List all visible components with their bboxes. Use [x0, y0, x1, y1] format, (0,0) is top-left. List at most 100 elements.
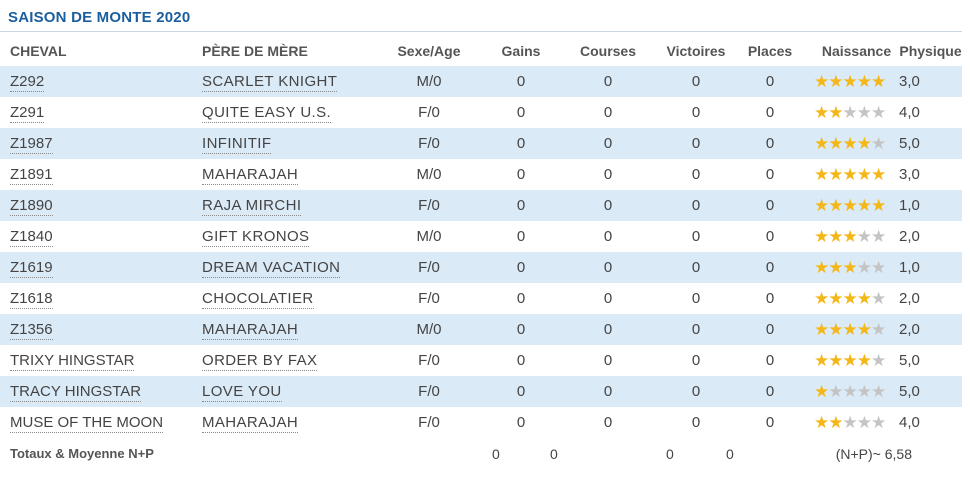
star-icon: ★	[842, 71, 858, 91]
cell-victoires: 0	[691, 228, 701, 245]
header-places[interactable]: Places	[747, 42, 793, 59]
header-gains[interactable]: Gains	[501, 42, 541, 59]
cell-cheval-link[interactable]: Z1618	[10, 290, 53, 309]
cell-pere-de-mere: CHOCOLATIER	[198, 283, 366, 314]
cell-pere-de-mere-link[interactable]: DREAM VACATION	[202, 259, 341, 278]
cell-pere-de-mere-link[interactable]: INFINITIF	[202, 135, 272, 154]
star-icon: ★	[814, 412, 829, 432]
header-victoires[interactable]: Victoires	[666, 42, 726, 59]
cell-places: 0	[726, 252, 814, 283]
table-row: Z1891 MAHARAJAH M/0 0 0 0 0 ★★★★★ 3,0	[0, 159, 962, 190]
cell-victoires: 0	[691, 290, 701, 307]
cell-places: 0	[765, 104, 775, 121]
cell-physique: 1,0	[899, 252, 962, 283]
cell-cheval: Z1619	[0, 252, 198, 283]
star-icon: ★	[871, 381, 886, 401]
cell-cheval-link[interactable]: Z1890	[10, 197, 53, 216]
cell-courses: 0	[550, 376, 666, 407]
header-naissance[interactable]: Naissance	[821, 42, 892, 59]
cell-sexe-age: F/0	[418, 352, 440, 369]
totals-places: 0	[726, 445, 734, 462]
cell-pere-de-mere-link[interactable]: MAHARAJAH	[202, 321, 299, 340]
star-icon: ★	[828, 164, 843, 184]
cell-places: 0	[765, 166, 775, 183]
star-icon: ★	[856, 71, 872, 91]
header-sexe-age[interactable]: Sexe/Age	[397, 42, 461, 59]
cell-pere-de-mere: RAJA MIRCHI	[198, 190, 366, 221]
cell-pere-de-mere-link[interactable]: MAHARAJAH	[202, 414, 299, 433]
star-icon: ★	[842, 195, 858, 215]
cell-cheval-link[interactable]: Z291	[10, 104, 45, 123]
cell-gains: 0	[516, 290, 526, 307]
table-body: Z292 SCARLET KNIGHT M/0 0 0 0 0 ★★★★★ 3,0 Z291 QUI…	[0, 66, 962, 438]
cell-physique: 3,0	[899, 166, 920, 183]
cell-pere-de-mere-link[interactable]: LOVE YOU	[202, 383, 282, 402]
cell-pere-de-mere: QUITE EASY U.S.	[198, 97, 366, 128]
cell-pere-de-mere-link[interactable]: RAJA MIRCHI	[202, 197, 302, 216]
cell-courses: 0	[603, 104, 613, 121]
cell-physique: 3,0	[899, 66, 962, 97]
cell-gains: 0	[492, 66, 550, 97]
star-icon: ★	[856, 288, 872, 308]
cell-pere-de-mere-link[interactable]: SCARLET KNIGHT	[202, 73, 338, 92]
cell-pere-de-mere-link[interactable]: ORDER BY FAX	[202, 352, 318, 371]
cell-cheval-link[interactable]: Z1840	[10, 228, 53, 247]
cell-cheval-link[interactable]: TRIXY HINGSTAR	[10, 352, 135, 371]
cell-courses: 0	[550, 66, 666, 97]
star-icon: ★	[814, 195, 829, 215]
cell-sexe-age: F/0	[366, 190, 492, 221]
cell-courses: 0	[550, 128, 666, 159]
star-icon: ★	[842, 350, 858, 370]
totals-empty-cell	[198, 438, 366, 469]
header-pere-de-mere[interactable]: PÈRE DE MÈRE	[202, 42, 308, 59]
cell-victoires: 0	[691, 414, 701, 431]
cell-gains: 0	[492, 190, 550, 221]
star-icon: ★	[856, 350, 872, 370]
star-icon: ★	[814, 102, 829, 122]
table-row: Z1356 MAHARAJAH M/0 0 0 0 0 ★★★★★ 2,0	[0, 314, 962, 345]
table-row: Z1987 INFINITIF F/0 0 0 0 0 ★★★★★ 5,0	[0, 128, 962, 159]
cell-places: 0	[726, 376, 814, 407]
cell-gains: 0	[492, 314, 550, 345]
cell-pere-de-mere-link[interactable]: QUITE EASY U.S.	[202, 104, 332, 123]
cell-naissance-rating: ★★★★★	[814, 190, 899, 221]
cell-cheval: TRIXY HINGSTAR	[0, 345, 198, 376]
cell-sexe-age: M/0	[416, 228, 442, 245]
star-icon: ★	[814, 71, 829, 91]
cell-courses: 0	[603, 352, 613, 369]
totals-courses: 0	[550, 445, 558, 462]
star-icon: ★	[856, 257, 872, 277]
cell-cheval-link[interactable]: TRACY HINGSTAR	[10, 383, 142, 402]
cell-cheval: Z1356	[0, 314, 198, 345]
star-icon: ★	[828, 257, 843, 277]
star-icon: ★	[828, 412, 843, 432]
header-courses[interactable]: Courses	[579, 42, 637, 59]
cell-victoires: 0	[666, 190, 726, 221]
star-icon: ★	[814, 319, 829, 339]
cell-cheval-link[interactable]: Z1987	[10, 135, 53, 154]
header-physique[interactable]: Physique	[899, 42, 962, 59]
cell-gains: 0	[492, 128, 550, 159]
cell-pere-de-mere-link[interactable]: GIFT KRONOS	[202, 228, 310, 247]
table-row: Z1619 DREAM VACATION F/0 0 0 0 0 ★★★★★ 1,0	[0, 252, 962, 283]
cell-victoires: 0	[666, 376, 726, 407]
cell-cheval-link[interactable]: Z292	[10, 73, 45, 92]
cell-victoires: 0	[691, 104, 701, 121]
cell-cheval-link[interactable]: Z1619	[10, 259, 53, 278]
cell-pere-de-mere-link[interactable]: CHOCOLATIER	[202, 290, 314, 309]
cell-pere-de-mere-link[interactable]: MAHARAJAH	[202, 166, 299, 185]
cell-physique: 2,0	[899, 314, 962, 345]
cell-pere-de-mere: DREAM VACATION	[198, 252, 366, 283]
cell-cheval-link[interactable]: Z1356	[10, 321, 53, 340]
cell-naissance-rating: ★★★★★	[814, 252, 899, 283]
star-icon: ★	[871, 71, 886, 91]
cell-cheval: MUSE OF THE MOON	[0, 407, 198, 438]
star-icon: ★	[842, 257, 858, 277]
cell-cheval-link[interactable]: Z1891	[10, 166, 53, 185]
cell-places: 0	[765, 352, 775, 369]
star-icon: ★	[871, 257, 886, 277]
totals-label: Totaux & Moyenne N+P	[10, 446, 154, 461]
cell-cheval-link[interactable]: MUSE OF THE MOON	[10, 414, 164, 433]
header-cheval[interactable]: CHEVAL	[10, 42, 67, 59]
table-row: Z292 SCARLET KNIGHT M/0 0 0 0 0 ★★★★★ 3,0	[0, 66, 962, 97]
